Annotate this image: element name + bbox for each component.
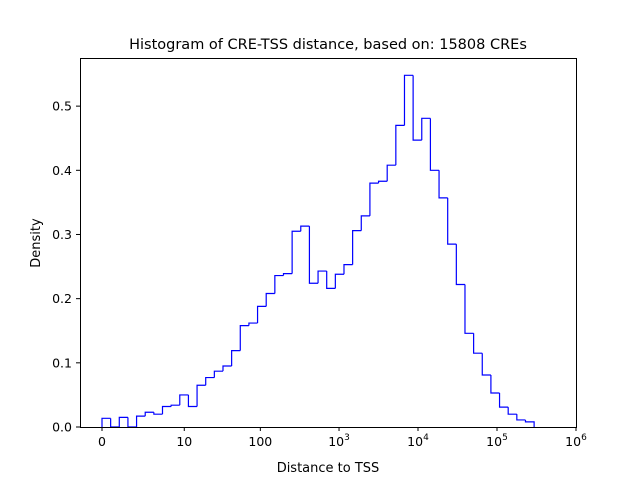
x-tick-label: 106 [565,433,587,449]
x-tick-label: 10 [176,434,192,449]
histogram-bin [118,416,128,427]
histogram-bin [239,325,249,351]
x-tick-base: 10 [176,434,192,449]
y-tick-label: 0.5 [52,99,72,114]
y-tick-label: 0.2 [52,291,72,306]
histogram-bin [170,404,180,407]
x-axis-ticks: 0 10 100 103 104 105 106 [98,427,587,449]
histogram-bin [135,415,146,427]
histogram-bin [352,230,362,265]
histogram-bin [282,273,293,276]
histogram-bin [161,405,172,415]
histogram-bin [291,230,301,274]
histogram-bin [334,273,344,289]
histogram-bins [101,74,535,428]
histogram-bin [265,292,275,307]
histogram-bin [231,350,241,367]
histogram-bin [447,197,457,245]
histogram-bin [153,412,163,415]
y-tick-label: 0.3 [52,227,72,242]
histogram-bin [377,180,388,184]
histogram-bin [326,271,336,289]
histogram-bin [464,284,474,334]
histogram-bin [213,370,223,378]
histogram-bin [490,375,500,394]
x-tick-base: 10 [565,434,581,449]
x-tick-base: 10 [486,434,502,449]
histogram-bin [205,376,215,386]
histogram-bin [516,414,526,421]
x-tick-base: 0 [98,434,106,449]
histogram-bin [438,170,448,199]
histogram-bin [455,244,465,286]
x-tick-base: 100 [248,434,272,449]
histogram-bin [300,225,310,232]
y-tick-label: 0.1 [52,355,72,370]
histogram-bin [473,333,483,354]
histogram-bin [110,418,120,428]
x-tick-label: 104 [407,433,429,449]
histogram-bin [343,264,353,275]
x-tick-exponent: 6 [581,433,587,443]
x-tick-exponent: 3 [344,433,350,443]
x-tick-base: 10 [328,434,344,449]
y-tick-label: 0.0 [52,420,72,435]
x-tick-label: 100 [248,434,272,449]
histogram-bin [498,392,509,408]
histogram-bin [412,75,422,141]
histogram-bin [187,394,198,408]
histogram-bin [179,394,189,406]
histogram-bin [369,182,379,216]
x-tick-base: 10 [407,434,423,449]
x-tick-exponent: 4 [423,433,429,443]
histogram-bin [222,365,232,372]
x-tick-label: 103 [328,433,350,449]
x-tick-label: 105 [486,433,508,449]
histogram-bin [101,417,111,427]
histogram-bin [127,417,137,428]
histogram-bin [395,124,405,166]
histogram-bin [144,411,154,417]
histogram-bin [524,419,535,427]
histogram-bin [274,274,284,294]
histogram-bin [256,305,267,324]
y-axis-label: Density [29,218,44,268]
histogram-bin [421,117,431,141]
histogram-bin [403,74,414,126]
histogram-bin [507,407,517,415]
histogram-bin [360,215,370,231]
chart-title: Histogram of CRE-TSS distance, based on:… [129,37,527,53]
y-axis-ticks: 0.0 0.1 0.2 0.3 0.4 0.5 [52,99,80,435]
histogram-bin [196,384,206,407]
histogram-bin [386,164,396,182]
histogram-bin [248,322,258,326]
histogram-bin [481,353,491,376]
histogram-bin [308,226,319,284]
y-tick-label: 0.4 [52,163,72,178]
histogram-bin [429,118,440,171]
plot-frame [80,58,577,428]
histogram-bin [317,270,327,284]
x-tick-label: 0 [98,434,106,449]
x-axis-label: Distance to TSS [277,461,380,476]
x-tick-exponent: 5 [502,433,508,443]
